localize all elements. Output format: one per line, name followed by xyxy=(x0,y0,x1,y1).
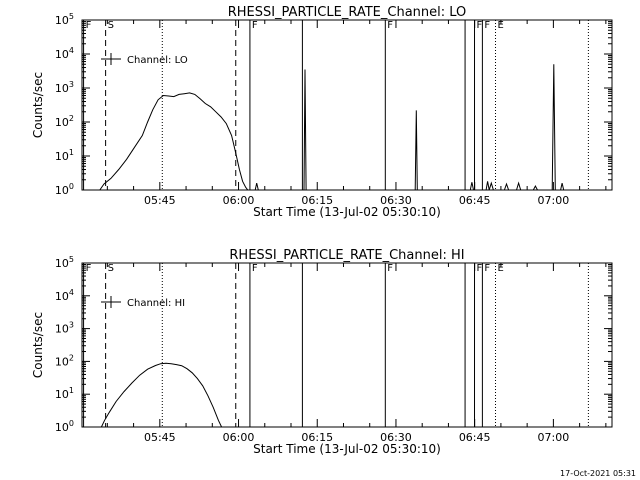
x-tick-label: 06:45 xyxy=(459,194,491,207)
y-tick-label: 101 xyxy=(55,148,74,163)
series-line xyxy=(254,64,565,191)
y-tick-label: 105 xyxy=(55,12,74,27)
hi-channel-panel: RHESSI_PARTICLE_RATE_Channel: HIF S F F F F E1… xyxy=(31,248,613,456)
generation-timestamp: 17-Oct-2021 05:31 xyxy=(560,469,636,478)
y-tick-label: 102 xyxy=(55,353,74,368)
event-marker-label: E xyxy=(498,263,504,274)
lo-channel-panel: RHESSI_PARTICLE_RATE_Channel: LOF S F F F F E1… xyxy=(31,5,613,219)
x-tick-label: 07:00 xyxy=(538,431,570,444)
event-marker-label: F xyxy=(484,20,490,31)
event-marker-label: F xyxy=(477,20,483,31)
event-marker-label: F xyxy=(252,20,258,31)
x-tick-label: 06:00 xyxy=(223,431,255,444)
event-marker-label: E xyxy=(498,20,504,31)
plot-frame xyxy=(81,262,613,428)
x-tick-label: 05:45 xyxy=(144,431,176,444)
y-tick-label: 104 xyxy=(55,288,74,303)
event-marker-label: F xyxy=(252,263,258,274)
x-tick-label: 06:15 xyxy=(301,194,333,207)
x-tick-label: 06:45 xyxy=(459,431,491,444)
series-line xyxy=(100,362,223,428)
event-marker-label: F xyxy=(387,20,393,31)
event-marker-label: S xyxy=(108,263,114,274)
chart-title: RHESSI_PARTICLE_RATE_Channel: HI xyxy=(229,248,464,263)
x-tick-label: 06:15 xyxy=(301,431,333,444)
x-tick-label: 05:45 xyxy=(144,194,176,207)
y-axis-label: Counts/sec xyxy=(31,72,45,138)
x-axis-label: Start Time (13-Jul-02 05:30:10) xyxy=(253,442,441,456)
x-axis-label: Start Time (13-Jul-02 05:30:10) xyxy=(253,205,441,219)
series-line xyxy=(99,92,249,191)
y-tick-label: 105 xyxy=(55,255,74,270)
y-tick-label: 101 xyxy=(55,386,74,401)
event-marker-label: S xyxy=(108,20,114,31)
y-tick-label: 104 xyxy=(55,46,74,61)
event-marker-label: F xyxy=(477,263,483,274)
y-tick-label: 100 xyxy=(55,182,74,197)
x-tick-label: 06:30 xyxy=(380,194,412,207)
legend-label: Channel: HI xyxy=(127,298,185,309)
x-tick-label: 06:00 xyxy=(223,194,255,207)
event-marker-label: F xyxy=(86,263,92,274)
event-marker-label: F xyxy=(387,263,393,274)
event-marker-label: F xyxy=(484,263,490,274)
y-tick-label: 100 xyxy=(55,419,74,434)
legend-label: Channel: LO xyxy=(127,55,188,66)
y-axis-label: Counts/sec xyxy=(31,312,45,378)
chart-title: RHESSI_PARTICLE_RATE_Channel: LO xyxy=(228,5,467,20)
x-tick-label: 07:00 xyxy=(538,194,570,207)
x-tick-label: 06:30 xyxy=(380,431,412,444)
y-tick-label: 102 xyxy=(55,114,74,129)
event-marker-label: F xyxy=(86,20,92,31)
y-tick-label: 103 xyxy=(55,80,74,95)
y-tick-label: 103 xyxy=(55,321,74,336)
